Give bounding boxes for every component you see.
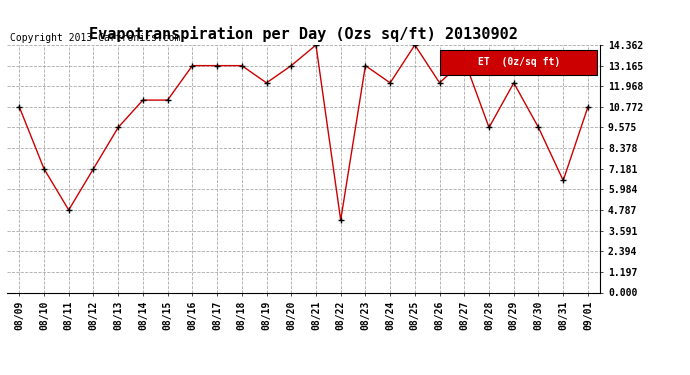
Text: ET  (0z/sq ft): ET (0z/sq ft)	[478, 57, 560, 68]
Text: Copyright 2013 Cartronics.com: Copyright 2013 Cartronics.com	[10, 33, 180, 42]
Title: Evapotranspiration per Day (Ozs sq/ft) 20130902: Evapotranspiration per Day (Ozs sq/ft) 2…	[89, 27, 518, 42]
FancyBboxPatch shape	[440, 50, 598, 75]
